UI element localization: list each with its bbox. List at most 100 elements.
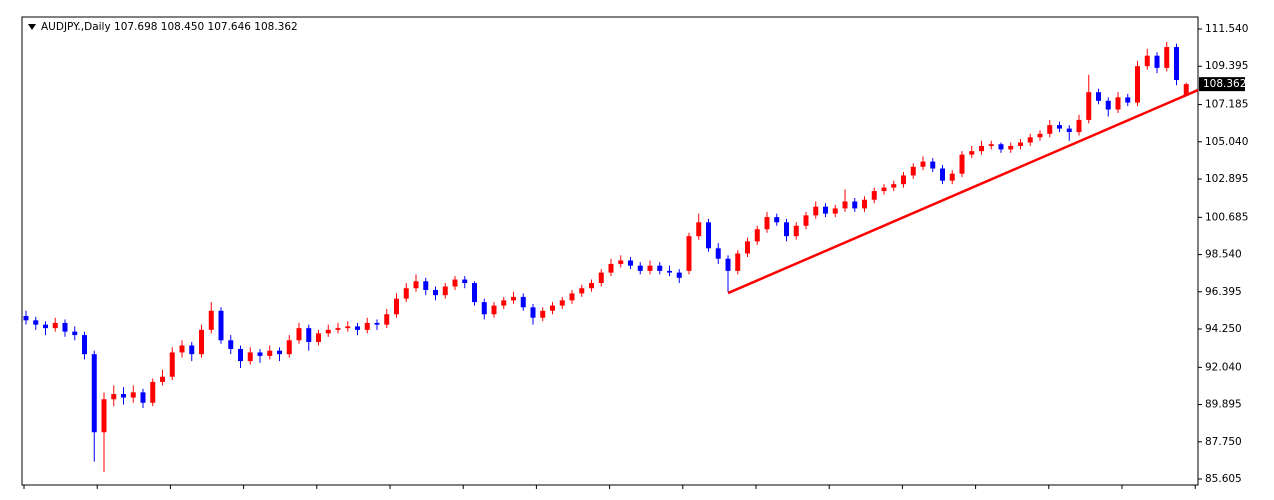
y-tick-label: 87.750 bbox=[1205, 436, 1242, 448]
candle-body bbox=[501, 300, 507, 306]
candle-body bbox=[1018, 142, 1023, 146]
candle-body bbox=[472, 283, 477, 303]
candle-body bbox=[169, 352, 175, 377]
candle-body bbox=[530, 307, 536, 318]
candle-body bbox=[23, 315, 29, 321]
chart-title: AUDJPY.,Daily 107.698 108.450 107.646 10… bbox=[41, 21, 298, 33]
candle-body bbox=[257, 352, 263, 356]
candle-body bbox=[608, 263, 614, 273]
y-tick-label: 107.185 bbox=[1205, 99, 1248, 111]
candle-body bbox=[667, 270, 672, 273]
candle-body bbox=[1076, 119, 1082, 133]
candle-body bbox=[1066, 128, 1072, 133]
candle-body bbox=[208, 310, 214, 330]
candle-body bbox=[325, 329, 331, 334]
candle-body bbox=[228, 340, 234, 349]
candle-body bbox=[910, 166, 916, 176]
candle-body bbox=[520, 296, 526, 308]
candle-body bbox=[686, 236, 692, 271]
candle-body bbox=[969, 151, 975, 155]
candle-body bbox=[979, 145, 984, 152]
candle-body bbox=[121, 394, 126, 398]
candle-body bbox=[657, 265, 663, 271]
candle-body bbox=[959, 154, 965, 174]
candle-body bbox=[160, 376, 165, 382]
candle-body bbox=[696, 222, 702, 237]
candle-body bbox=[813, 206, 819, 216]
candle-body bbox=[998, 144, 1004, 150]
candle-body bbox=[579, 288, 585, 294]
candle-body bbox=[598, 272, 604, 284]
candle-body bbox=[647, 265, 653, 271]
candle-body bbox=[1027, 137, 1033, 143]
candle-body bbox=[247, 352, 253, 362]
candle-body bbox=[423, 281, 429, 290]
candle-body bbox=[111, 394, 117, 400]
candle-body bbox=[62, 322, 68, 332]
y-tick-label: 100.685 bbox=[1205, 211, 1248, 223]
candle-body bbox=[364, 322, 370, 330]
candle-body bbox=[1154, 55, 1160, 68]
candle-body bbox=[1135, 66, 1140, 103]
candle-body bbox=[316, 333, 321, 343]
candle-body bbox=[930, 161, 936, 169]
candle-body bbox=[130, 392, 136, 398]
candle-body bbox=[179, 345, 185, 353]
candle-body bbox=[754, 229, 760, 242]
candle-body bbox=[218, 310, 224, 341]
candle-body bbox=[823, 206, 828, 214]
candle-body bbox=[1105, 100, 1111, 110]
menu-triangle bbox=[28, 24, 36, 30]
candle-body bbox=[949, 173, 955, 181]
candle-body bbox=[491, 305, 497, 315]
y-tick-label: 85.605 bbox=[1205, 473, 1242, 485]
candle-body bbox=[101, 399, 107, 433]
candle-body bbox=[43, 324, 48, 329]
candle-body bbox=[1183, 84, 1189, 96]
candle-body bbox=[569, 293, 575, 301]
y-tick-label: 94.250 bbox=[1205, 323, 1242, 335]
candle-body bbox=[394, 298, 399, 315]
candle-body bbox=[433, 289, 438, 296]
candle-body bbox=[706, 222, 711, 249]
candle-body bbox=[901, 175, 906, 185]
candle-body bbox=[462, 279, 468, 284]
candle-body bbox=[199, 329, 204, 355]
y-tick-label: 109.395 bbox=[1205, 60, 1248, 72]
candle-body bbox=[335, 328, 341, 330]
candle-body bbox=[764, 217, 770, 230]
candle-body bbox=[1125, 97, 1131, 103]
candle-body bbox=[306, 328, 312, 343]
candle-body bbox=[550, 305, 555, 311]
candle-body bbox=[842, 201, 848, 209]
y-tick-label: 92.040 bbox=[1205, 361, 1242, 373]
candle-body bbox=[355, 326, 360, 330]
candle-body bbox=[140, 392, 146, 403]
y-tick-label: 98.540 bbox=[1205, 249, 1242, 261]
candle-body bbox=[725, 258, 731, 271]
price-label-box bbox=[1199, 77, 1245, 92]
candle-body bbox=[832, 208, 838, 214]
candle-body bbox=[1047, 125, 1053, 134]
candle-body bbox=[920, 161, 926, 167]
candle-body bbox=[676, 272, 682, 278]
candle-body bbox=[481, 302, 487, 315]
candle-body bbox=[189, 345, 195, 355]
candle-body bbox=[1057, 125, 1062, 129]
candle-body bbox=[784, 222, 789, 237]
candle-body bbox=[559, 300, 565, 306]
candle-body bbox=[1174, 47, 1179, 81]
candle-body bbox=[618, 260, 624, 264]
candle-body bbox=[881, 187, 887, 192]
y-tick-label: 89.895 bbox=[1205, 399, 1242, 411]
y-tick-label: 102.895 bbox=[1205, 173, 1248, 185]
candle-body bbox=[774, 217, 780, 223]
candle-body bbox=[52, 322, 58, 329]
candle-body bbox=[1164, 47, 1170, 68]
candle-body bbox=[793, 225, 799, 237]
candle-body bbox=[345, 326, 351, 329]
trendline bbox=[727, 88, 1199, 295]
